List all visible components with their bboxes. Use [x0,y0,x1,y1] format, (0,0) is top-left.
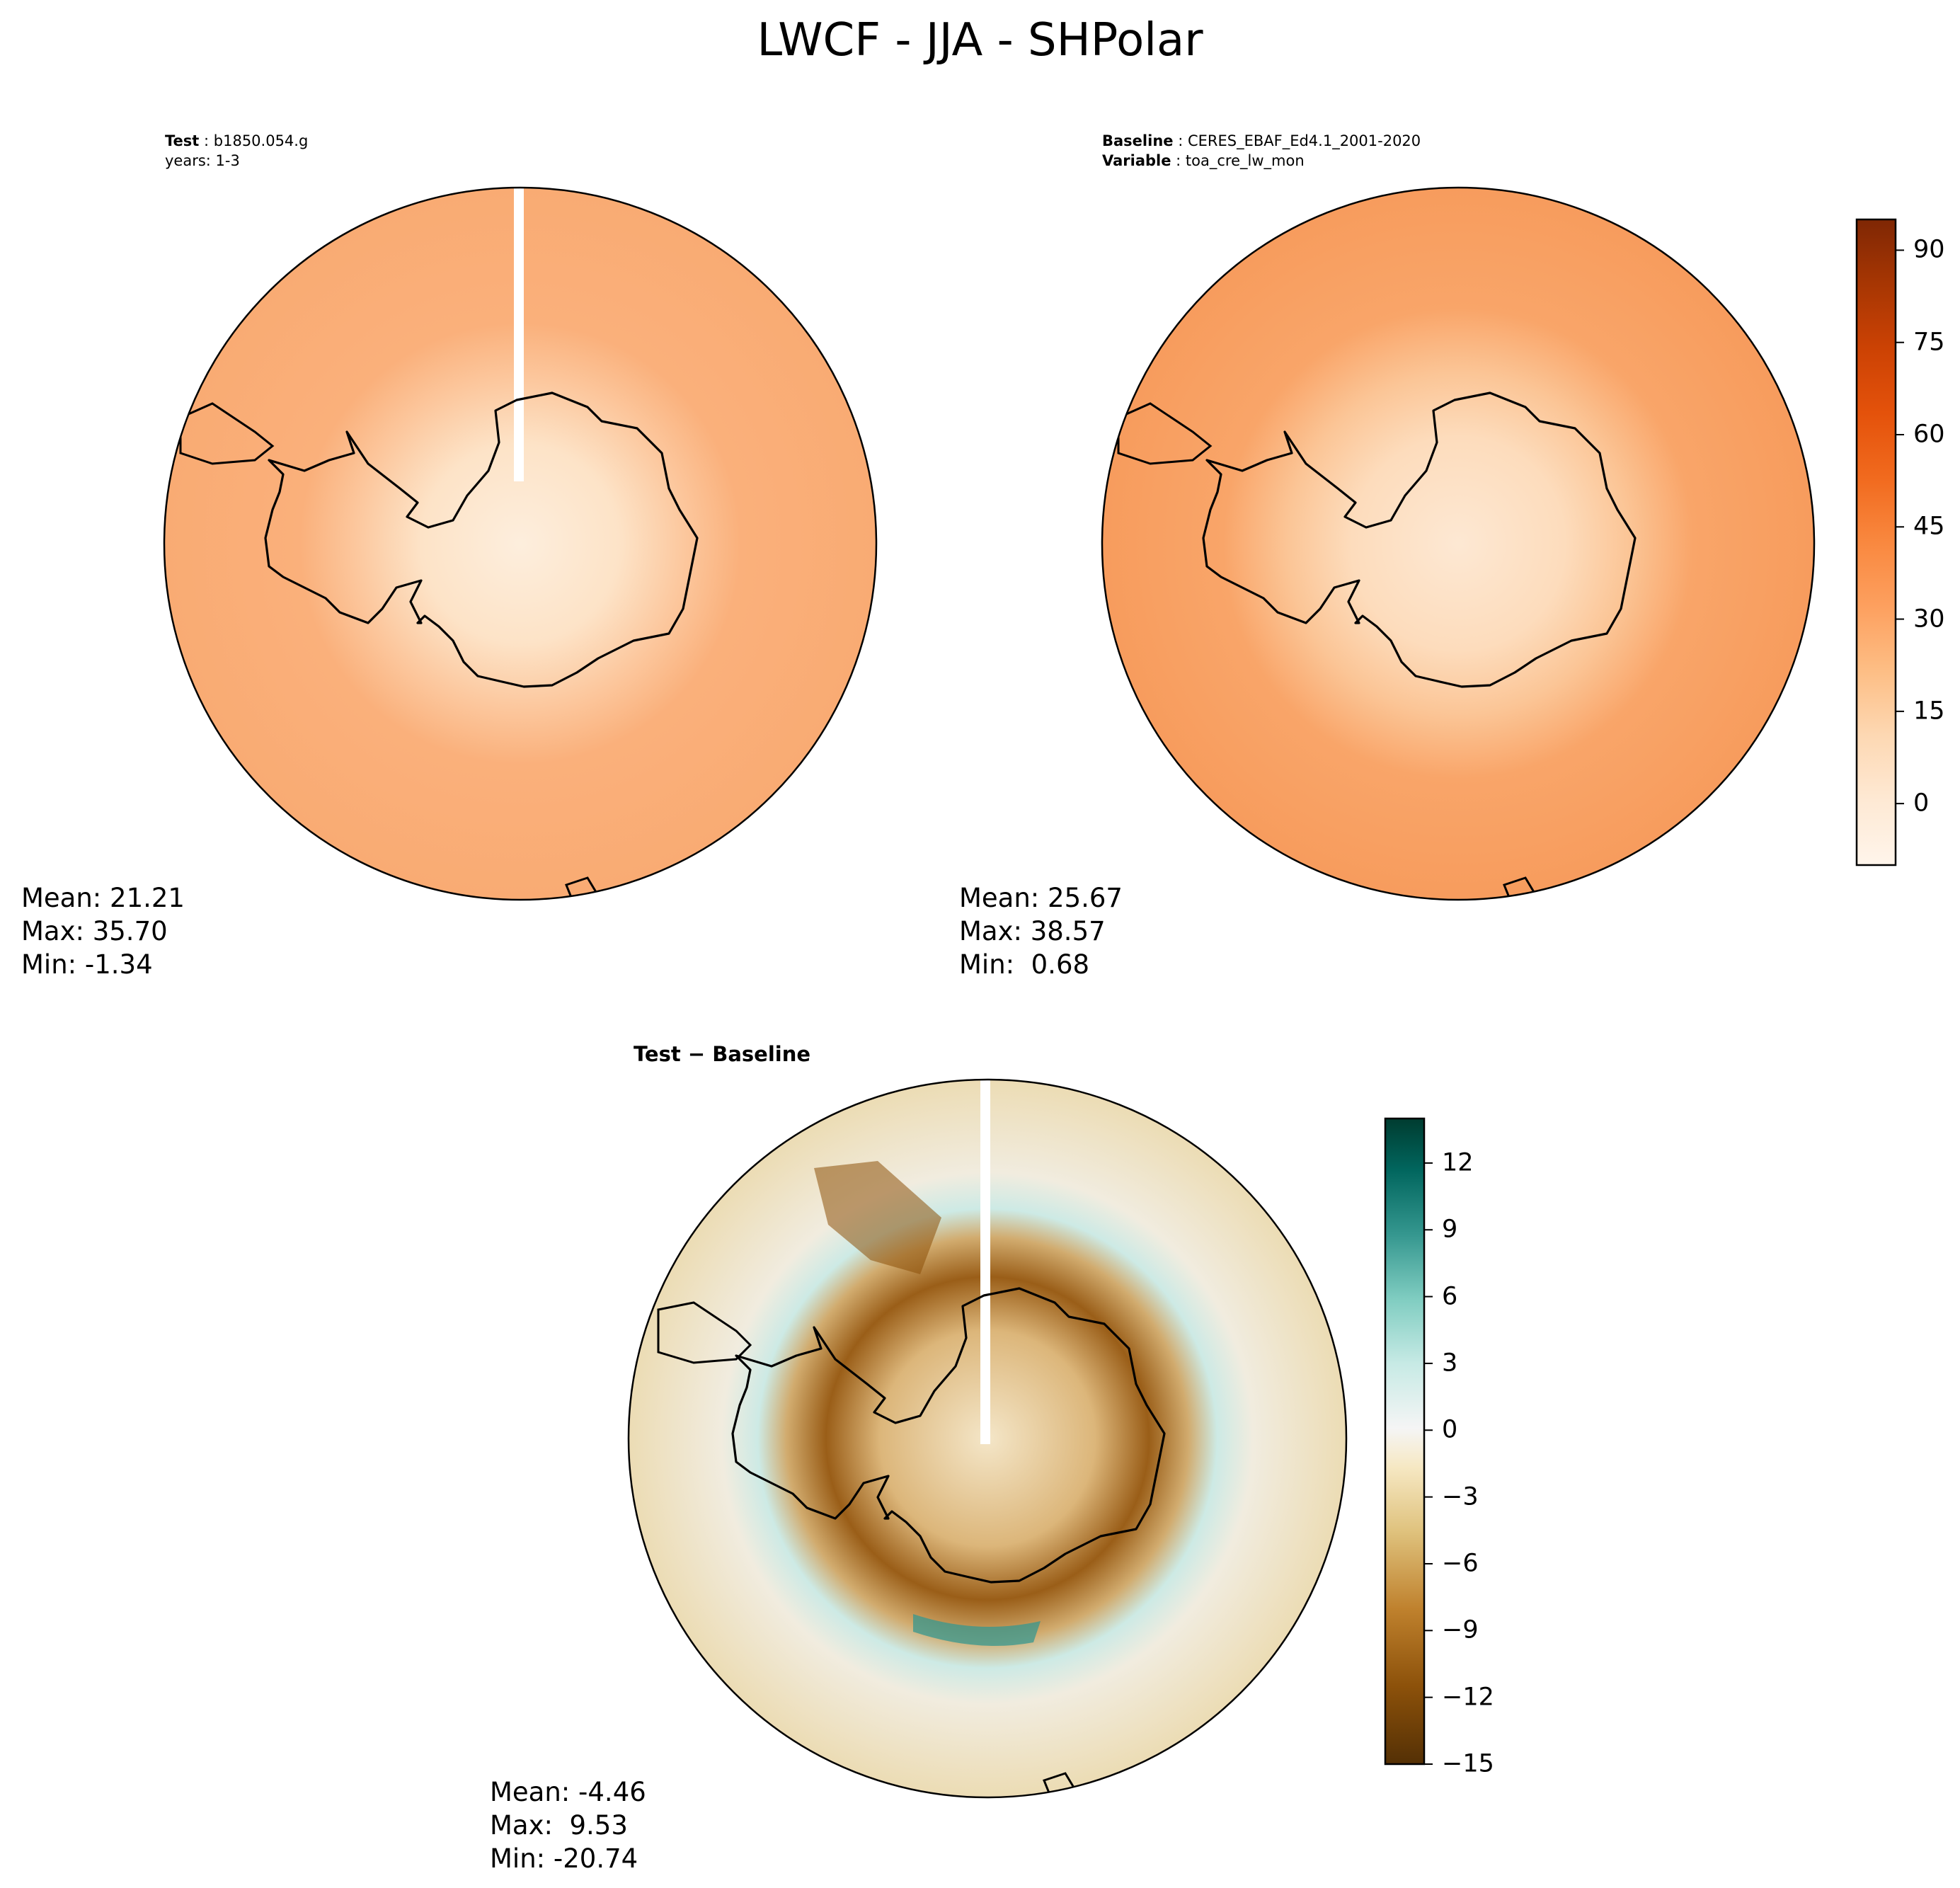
diff-tick-label: 6 [1442,1282,1458,1311]
test-stat-mean: Mean: 21.21 [21,883,185,913]
baseline-stats: Mean: 25.67 Max: 38.57 Min: 0.68 [959,881,1123,981]
test-map-boundary [163,186,878,901]
diff-colorbar-gradient [1385,1119,1424,1764]
diff-tick-label: 12 [1442,1148,1474,1177]
diff-stat-min: Min: -20.74 [490,1843,638,1874]
baseline-stat-mean: Mean: 25.67 [959,883,1123,913]
figure-title: LWCF - JJA - SHPolar [757,14,1203,67]
test-stat-max: Max: 35.70 [21,916,168,946]
diff-stats: Mean: -4.46 Max: 9.53 Min: -20.74 [490,1775,646,1875]
test-antarctica-coast [264,391,699,688]
diff-negative-anomaly [814,1161,941,1274]
diff-stat-max: Max: 9.53 [490,1810,628,1841]
baseline-map [1101,186,1816,901]
test-label: Test [165,132,200,149]
main-tick-label: 60 [1913,420,1945,449]
main-tick-label: 45 [1913,512,1945,541]
diff-positive-anomaly [913,1614,1041,1646]
baseline-label: Baseline [1102,132,1174,149]
main-tick-label: 15 [1913,697,1945,726]
baseline-antarctica-coast [1202,391,1637,688]
test-case: b1850.054.g [213,132,309,149]
main-tick-label: 75 [1913,328,1945,357]
diff-map-boundary [627,1078,1348,1799]
diff-tick-label: 9 [1442,1215,1458,1244]
diff-tick-label: −6 [1442,1549,1479,1578]
diff-colorbar [1384,1117,1433,1766]
diff-south-america-coast [657,1301,752,1364]
baseline-field [1102,188,1814,900]
main-colorbar-ticks [1896,249,1904,805]
diff-tick-label: −12 [1442,1683,1494,1712]
main-colorbar-gradient [1857,219,1896,865]
test-years: years: 1-3 [165,152,240,169]
main-colorbar [1855,218,1904,866]
diff-colorbar-ticks [1424,1162,1433,1765]
test-stat-min: Min: -1.34 [21,949,153,980]
main-tick-label: 30 [1913,605,1945,634]
baseline-variable-label: Variable [1102,152,1171,169]
test-field [164,188,876,900]
test-seam-gap [514,188,524,481]
diff-title: Test − Baseline [634,1042,811,1066]
diff-tick-label: −3 [1442,1482,1479,1511]
test-map [163,186,878,901]
baseline-case: CERES_EBAF_Ed4.1_2001-2020 [1187,132,1421,149]
diff-tick-label: 3 [1442,1349,1458,1378]
test-south-america-coast [179,402,275,465]
baseline-south-america-coast [1117,402,1213,465]
baseline-stat-max: Max: 38.57 [959,916,1106,946]
test-stats: Mean: 21.21 Max: 35.70 Min: -1.34 [21,881,185,981]
main-tick-label: 0 [1913,789,1930,818]
diff-colorbar-frame [1384,1117,1426,1766]
baseline-variable: toa_cre_lw_mon [1185,152,1305,169]
diff-stat-mean: Mean: -4.46 [490,1777,646,1807]
diff-map [627,1078,1348,1799]
baseline-stat-min: Min: 0.68 [959,949,1090,980]
test-case-note: Test : b1850.054.g years: 1-3 [165,132,309,169]
diff-tick-label: 0 [1442,1415,1458,1444]
main-tick-label: 90 [1913,235,1945,264]
diff-tick-label: −9 [1442,1615,1479,1644]
diff-seam-gap [980,1080,990,1444]
main-colorbar-frame [1855,218,1897,866]
baseline-map-boundary [1101,186,1816,901]
baseline-case-note: Baseline : CERES_EBAF_Ed4.1_2001-2020 Va… [1102,132,1421,169]
diff-tick-label: −15 [1442,1749,1494,1778]
diff-antarctica-coast [731,1287,1166,1584]
